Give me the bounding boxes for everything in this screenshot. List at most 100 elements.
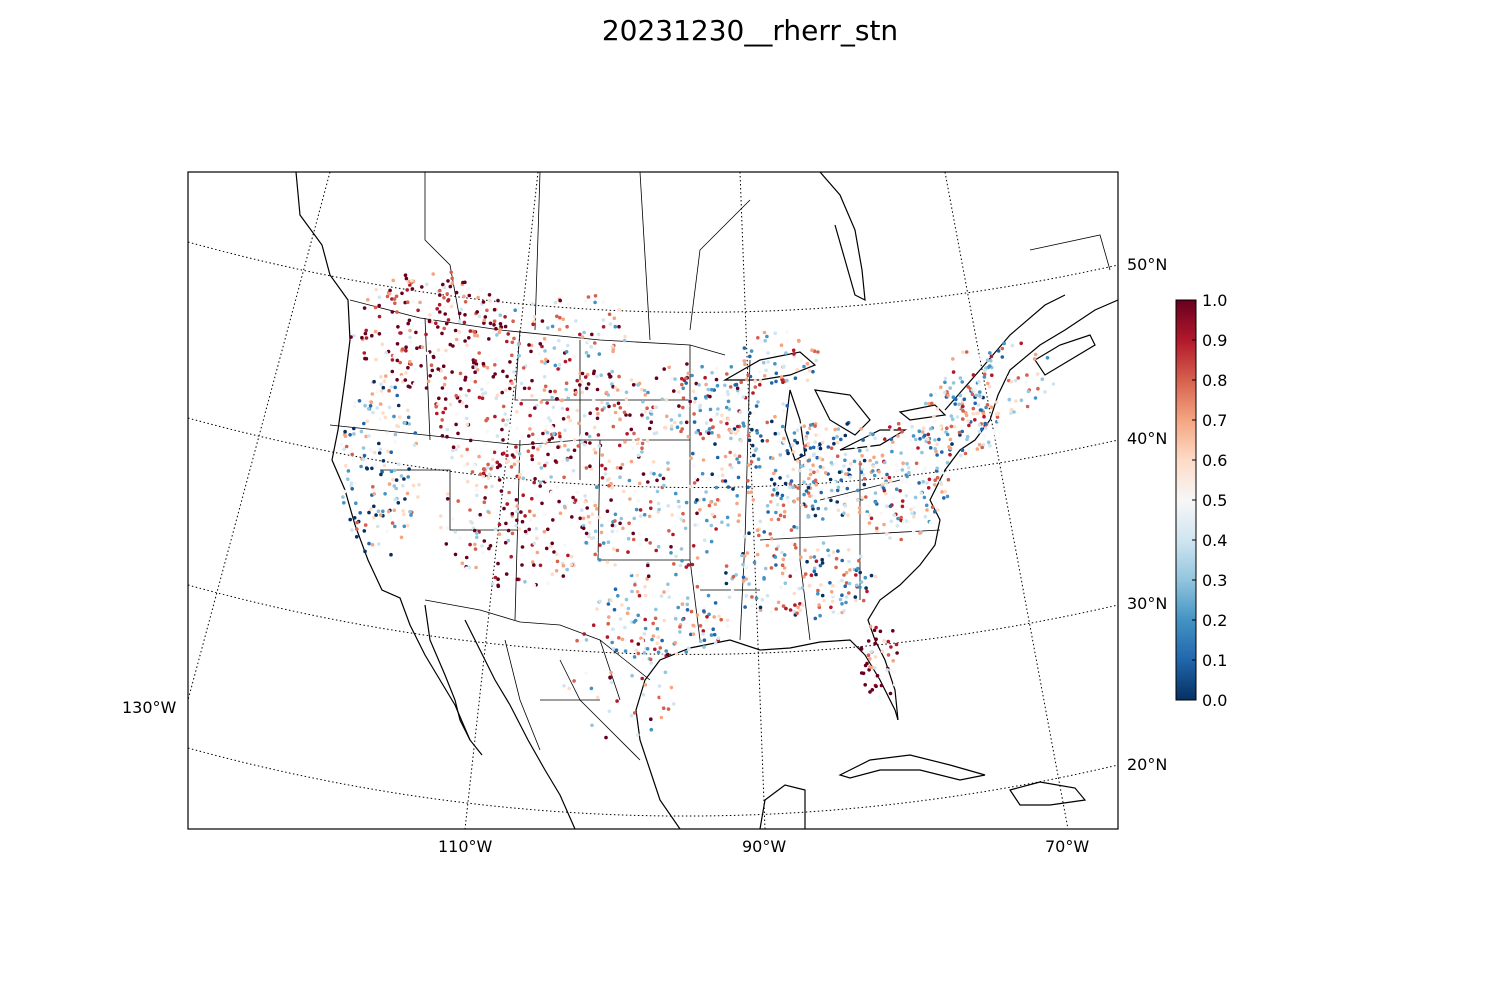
- station-point: [396, 403, 401, 408]
- station-point: [859, 470, 864, 475]
- station-point: [868, 458, 872, 463]
- station-point: [781, 402, 785, 406]
- station-point: [546, 452, 550, 457]
- station-point: [684, 376, 688, 381]
- station-point: [685, 602, 690, 607]
- station-point: [725, 618, 730, 622]
- station-point: [409, 279, 414, 283]
- station-point: [589, 686, 594, 691]
- station-point: [909, 507, 913, 512]
- station-point: [813, 499, 818, 504]
- station-point: [747, 582, 751, 586]
- station-point: [939, 385, 943, 390]
- station-point: [557, 431, 562, 436]
- station-point: [380, 342, 385, 347]
- station-point: [960, 448, 965, 453]
- station-point: [411, 299, 415, 304]
- station-point: [816, 506, 821, 511]
- station-point: [772, 566, 777, 570]
- station-point: [706, 477, 711, 482]
- station-point: [904, 494, 909, 498]
- station-point: [601, 325, 606, 329]
- station-point: [948, 437, 953, 442]
- station-point: [516, 342, 521, 346]
- station-point: [654, 405, 659, 410]
- station-point: [450, 455, 454, 460]
- station-point: [623, 649, 628, 653]
- station-point: [705, 619, 709, 623]
- station-point: [623, 637, 628, 642]
- station-point: [695, 498, 699, 502]
- station-point: [532, 541, 536, 546]
- station-point: [728, 450, 732, 455]
- station-point: [586, 295, 591, 299]
- station-point: [754, 447, 759, 451]
- station-point: [929, 520, 933, 525]
- station-point: [879, 683, 884, 688]
- station-point: [505, 374, 509, 379]
- station-point: [615, 548, 620, 553]
- station-point: [685, 406, 690, 411]
- station-point: [463, 313, 467, 317]
- station-point: [846, 513, 850, 517]
- station-point: [779, 375, 784, 379]
- station-point: [611, 647, 616, 651]
- station-point: [473, 379, 478, 384]
- station-point: [487, 510, 491, 515]
- station-point: [951, 395, 956, 400]
- station-point: [369, 507, 373, 511]
- station-point: [636, 651, 641, 656]
- station-point: [821, 541, 826, 545]
- station-point: [692, 481, 697, 485]
- station-point: [464, 555, 469, 560]
- station-point: [535, 550, 540, 555]
- station-point: [438, 310, 442, 314]
- station-point: [984, 405, 988, 410]
- station-point: [810, 426, 815, 430]
- station-point: [664, 649, 668, 653]
- station-point: [748, 354, 752, 359]
- station-point: [647, 514, 652, 519]
- station-point: [566, 553, 570, 558]
- station-point: [618, 617, 623, 621]
- station-point: [663, 670, 668, 675]
- station-point: [920, 430, 925, 434]
- station-point: [519, 469, 524, 473]
- station-point: [637, 593, 642, 598]
- station-point: [514, 509, 519, 514]
- station-point: [412, 382, 417, 386]
- station-point: [846, 548, 851, 552]
- station-point: [819, 487, 823, 492]
- station-point: [799, 464, 804, 469]
- station-point: [666, 504, 670, 508]
- station-point: [406, 523, 410, 528]
- station-point: [964, 413, 969, 418]
- station-point: [346, 469, 351, 473]
- station-point: [409, 513, 413, 517]
- station-point: [460, 401, 465, 405]
- station-point: [947, 445, 951, 449]
- station-point: [796, 486, 800, 490]
- station-point: [636, 613, 640, 618]
- station-point: [393, 497, 398, 502]
- station-point: [666, 652, 670, 657]
- station-point: [391, 477, 395, 482]
- station-point: [713, 442, 717, 446]
- station-point: [482, 500, 487, 505]
- station-point: [486, 381, 490, 385]
- station-point: [740, 553, 744, 558]
- station-point: [350, 452, 355, 457]
- station-point: [768, 532, 773, 536]
- station-point: [642, 388, 647, 393]
- station-point: [921, 426, 926, 431]
- station-point: [374, 357, 378, 362]
- station-point: [834, 503, 839, 508]
- station-point: [725, 624, 730, 628]
- station-point: [756, 336, 760, 340]
- station-point: [695, 613, 700, 617]
- canadian-provinces: [424, 172, 1111, 341]
- station-point: [506, 528, 511, 533]
- station-point: [472, 360, 476, 365]
- station-point: [660, 654, 665, 658]
- station-point: [883, 476, 888, 480]
